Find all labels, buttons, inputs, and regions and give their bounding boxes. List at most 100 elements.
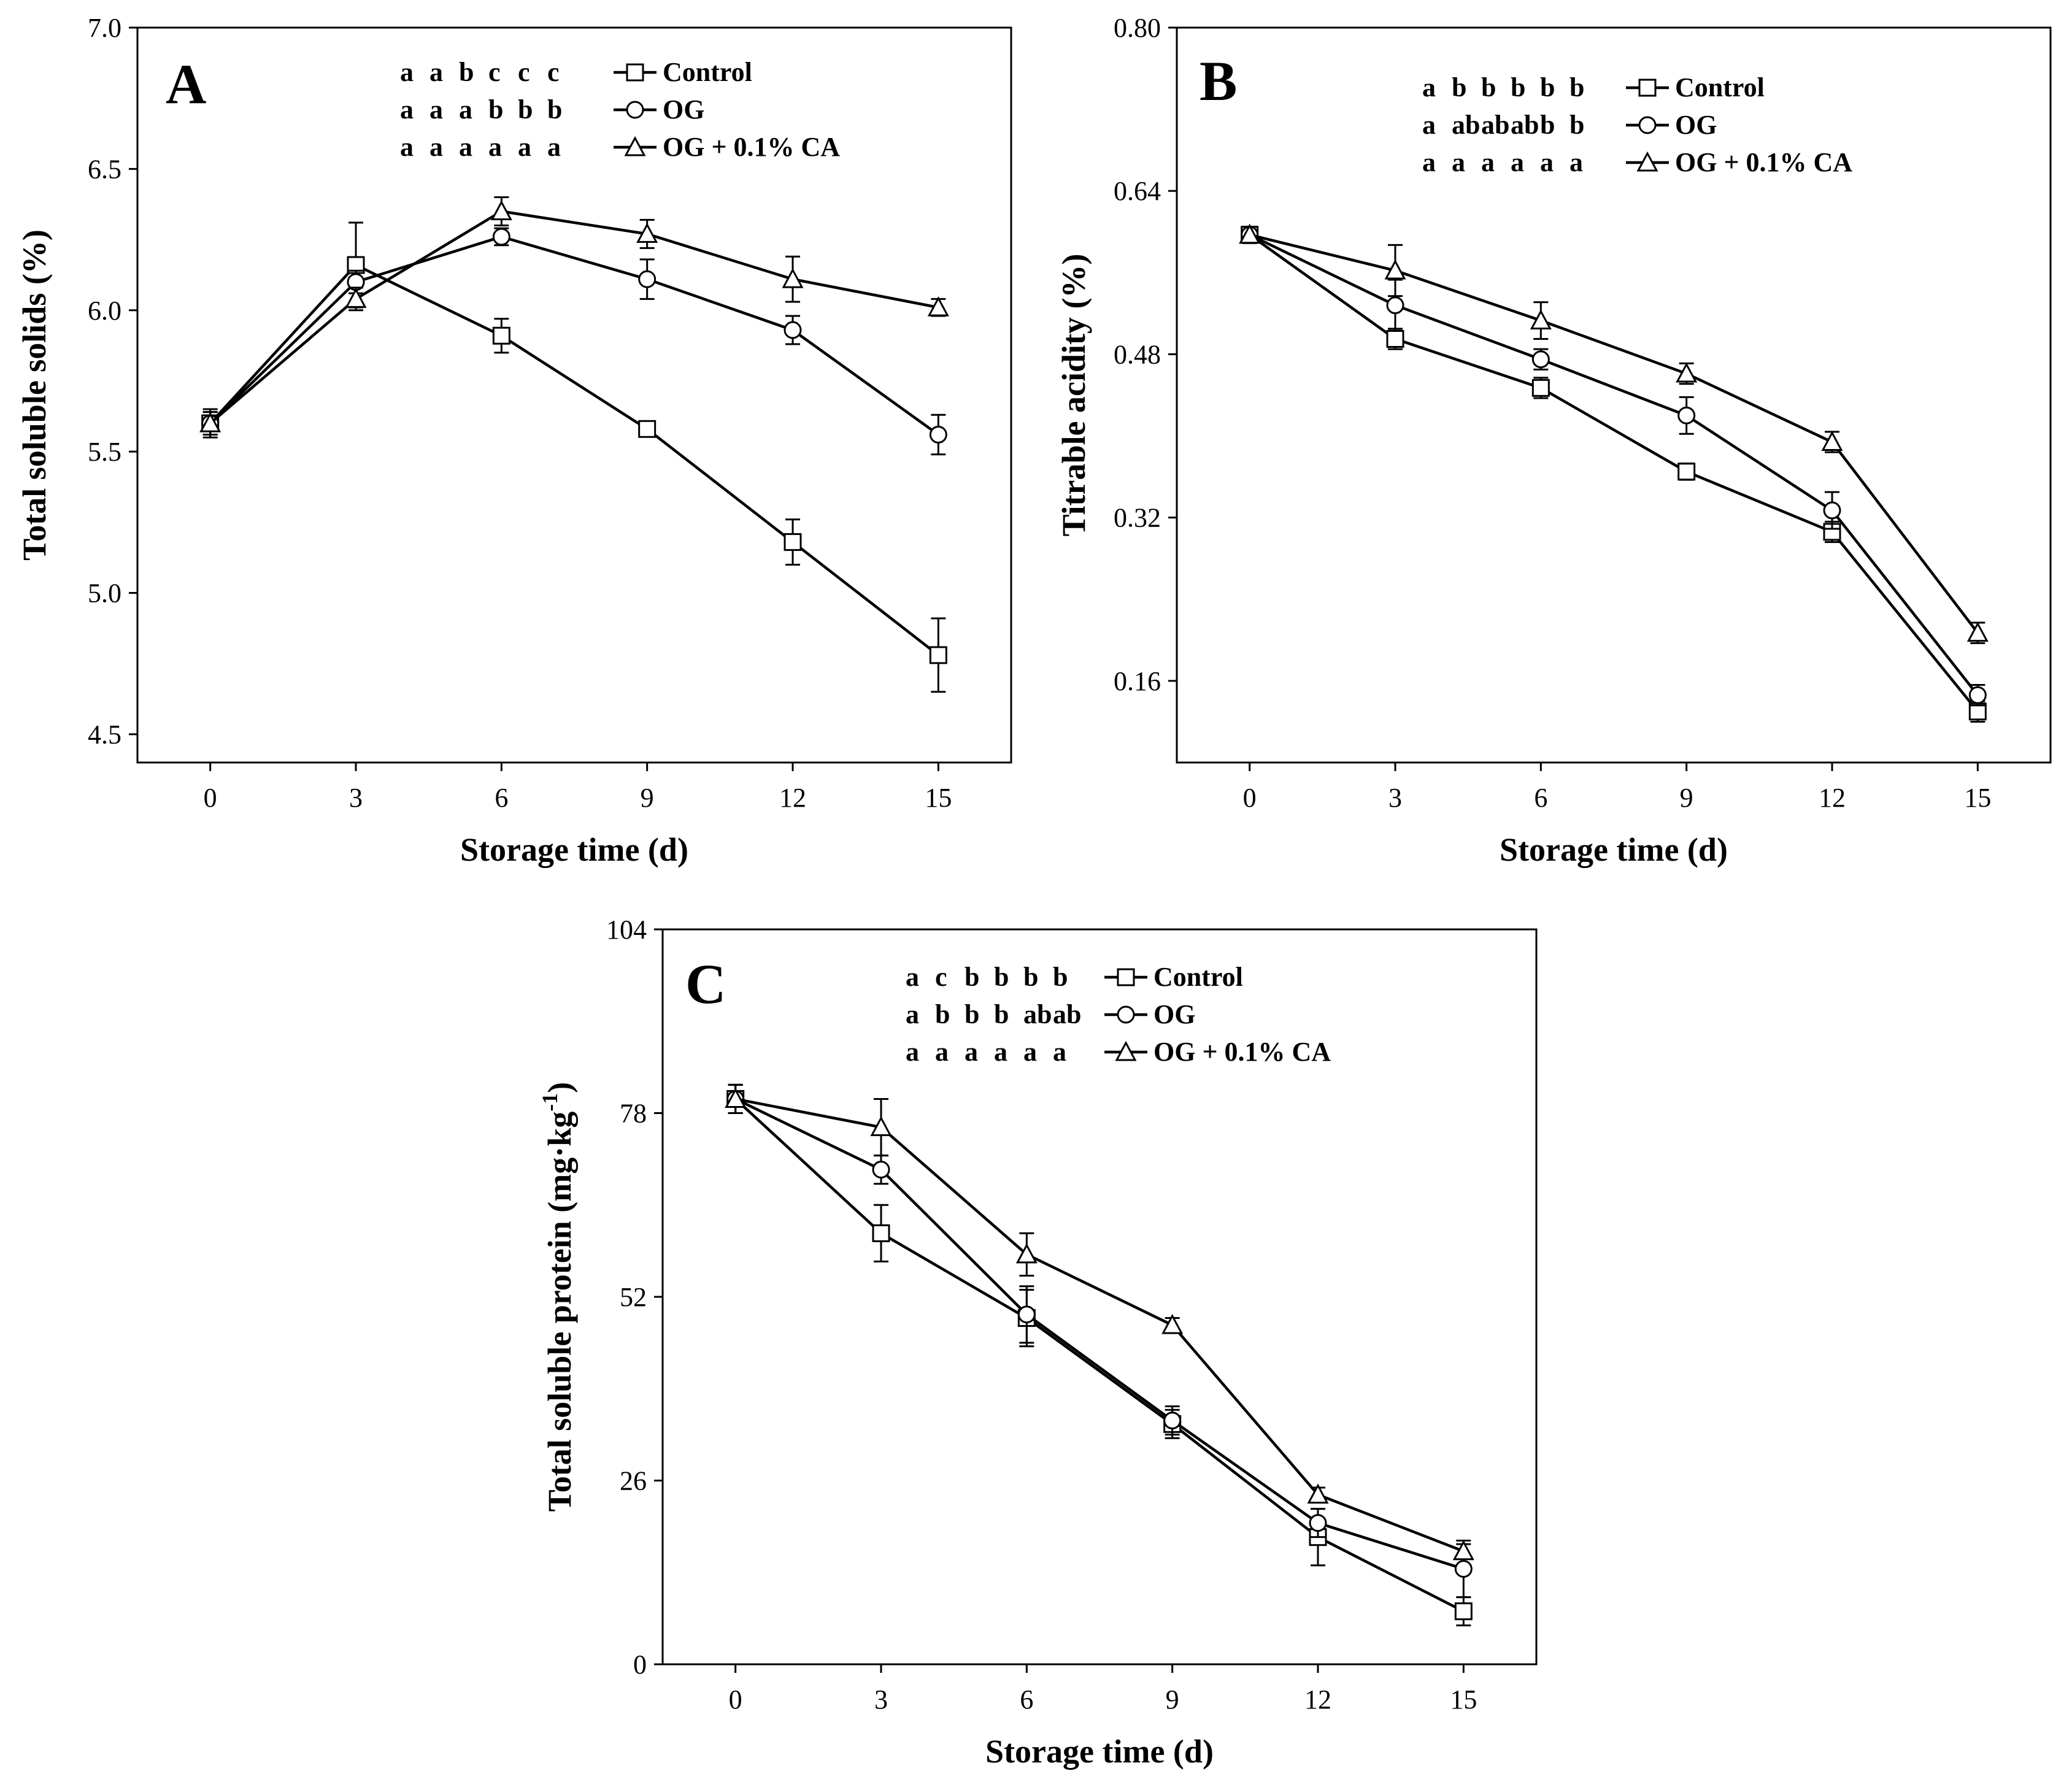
data-point [1452, 1540, 1474, 1561]
x-tick-label: 3 [874, 1685, 888, 1715]
x-tick-label: 3 [349, 783, 363, 813]
x-tick-label: 6 [495, 783, 508, 813]
x-tick-label: 0 [1243, 783, 1257, 813]
y-tick-label: 78 [620, 1099, 647, 1129]
significance-letter: a [400, 132, 414, 162]
significance-letter: a [429, 132, 443, 162]
data-point [782, 267, 804, 288]
y-tick-label: 4.5 [88, 720, 121, 750]
legend-marker [1636, 151, 1658, 172]
significance-letter: b [547, 94, 562, 125]
x-tick-label: 15 [1450, 1685, 1477, 1715]
data-point [725, 1088, 747, 1108]
data-point [492, 326, 510, 345]
panel-label: A [166, 53, 206, 115]
significance-letter: a [1023, 1037, 1037, 1067]
data-point [1384, 259, 1406, 280]
legend-label: Control [663, 57, 752, 87]
significance-letter: a [429, 57, 443, 87]
significance-letter: ab [1452, 110, 1480, 140]
data-point [1309, 1514, 1327, 1532]
chart-panel-a: 0 3 6 9 12 15 4.5 5.0 5.5 6.0 6.5 7.0 Storage time (… [16, 13, 1012, 868]
series-circle [726, 1083, 1473, 1599]
data-point [1454, 1602, 1473, 1621]
data-point [1530, 309, 1552, 330]
legend-label: OG + 0.1% CA [1675, 147, 1852, 177]
panel-label: B [1200, 50, 1237, 112]
significance-letter: b [1023, 962, 1038, 992]
plot-frame [661, 928, 1538, 1666]
data-point [345, 288, 367, 308]
significance-letter: b [994, 999, 1009, 1029]
significance-letter: b [965, 962, 979, 992]
x-tick-label: 12 [1819, 783, 1846, 813]
plot-frame [136, 26, 1012, 764]
x-tick-label: 9 [1166, 1685, 1179, 1715]
significance-letter: a [906, 999, 919, 1029]
significance-letter: b [518, 94, 533, 125]
x-tick-label: 15 [925, 783, 952, 813]
significance-letter: a [1422, 72, 1436, 102]
significance-letter: c [518, 57, 530, 87]
y-axis-title-suffix: ) [541, 1082, 578, 1093]
y-tick-label: 5.5 [88, 437, 121, 467]
legend-marker [1117, 1005, 1135, 1024]
y-tick-label: 26 [620, 1466, 647, 1496]
significance-letter: b [1481, 72, 1496, 102]
x-tick-label: 9 [641, 783, 654, 813]
legend-marker [1638, 79, 1657, 97]
significance-letter: a [1452, 147, 1465, 177]
significance-letter: a [935, 1037, 949, 1067]
data-point [636, 223, 658, 243]
significance-letter: c [488, 57, 501, 87]
series-line [735, 1097, 1465, 1553]
x-tick-label: 6 [1534, 783, 1547, 813]
series-line [734, 1097, 1465, 1570]
significance-letter: ab [1053, 999, 1081, 1029]
significance-letter: c [547, 57, 560, 87]
data-point [638, 270, 657, 288]
legend-label: OG [663, 94, 704, 125]
significance-letter: b [935, 999, 950, 1029]
significance-letter: a [906, 962, 919, 992]
significance-letter: b [459, 57, 474, 87]
legend-label: OG + 0.1% CA [663, 132, 840, 162]
data-point [1823, 501, 1841, 520]
data-point [199, 412, 221, 432]
significance-letter: b [1540, 110, 1555, 140]
legend-marker [624, 136, 646, 156]
legend-marker [1115, 1040, 1137, 1061]
panel-label: C [685, 953, 726, 1015]
legend-marker [1117, 968, 1135, 986]
series-triangle [199, 196, 949, 436]
data-point [1531, 378, 1550, 397]
significance-letter: a [547, 132, 561, 162]
y-tick-label: 0.80 [1114, 13, 1161, 43]
data-point [1386, 296, 1404, 315]
series-circle [1241, 225, 1987, 707]
data-point [638, 420, 657, 438]
plot-frame [1176, 26, 2052, 764]
significance-letter: a [488, 132, 502, 162]
x-tick-label: 12 [779, 783, 806, 813]
series-line [209, 210, 939, 425]
series-line [1249, 233, 1979, 713]
significance-letter: a [1422, 147, 1436, 177]
significance-letter: a [459, 94, 472, 125]
data-point [929, 646, 947, 664]
significance-letter: b [1452, 72, 1466, 102]
y-axis-title: Total soluble solids (%) [16, 229, 53, 561]
significance-letter: b [1540, 72, 1555, 102]
y-tick-label: 0.32 [1114, 503, 1161, 533]
series-square [1241, 225, 1987, 723]
significance-letter: b [1569, 72, 1584, 102]
significance-letter: b [1511, 72, 1525, 102]
data-point [1307, 1483, 1329, 1504]
data-point [1239, 223, 1261, 244]
series-square [726, 1083, 1473, 1627]
significance-letter: a [906, 1037, 919, 1067]
series-circle [201, 227, 947, 456]
significance-letter: a [518, 132, 531, 162]
significance-letter: b [1569, 110, 1584, 140]
